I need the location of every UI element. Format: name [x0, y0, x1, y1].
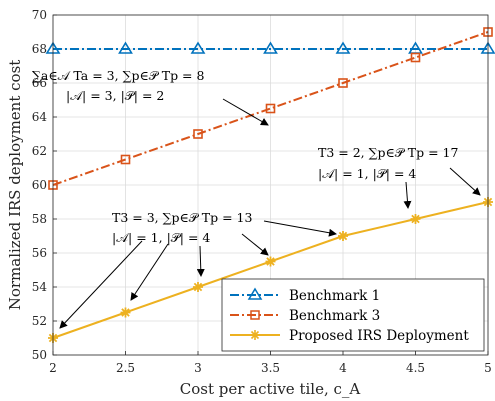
y-tick-label: 52	[32, 314, 47, 328]
legend-square-marker	[250, 310, 260, 320]
annotation-3-arrow-1	[403, 181, 412, 209]
legend: Benchmark 1 Benchmark 3 Proposed IRS Dep…	[221, 278, 485, 352]
data-point-triangle	[335, 41, 351, 54]
annotation-2-arrow-3	[196, 245, 205, 277]
legend-item-benchmark-1: Benchmark 1	[230, 287, 380, 304]
data-point-square	[193, 129, 203, 139]
y-axis-label: Normalized IRS deployment cost	[6, 60, 24, 311]
annotation-2-arrow-2	[130, 243, 169, 301]
annotation-2-line-2: |𝒜| = 1, |𝒫| = 4	[112, 230, 210, 245]
data-point-triangle	[263, 41, 278, 54]
legend-item-benchmark-3: Benchmark 3	[230, 308, 380, 324]
annotations: ∑a∈𝒜 Ta = 3, ∑p∈𝒫 Tp = 8 |𝒜| = 3, |𝒫| = …	[32, 68, 481, 329]
x-axis-label: Cost per active tile, c_A	[180, 380, 361, 398]
legend-item-proposed: Proposed IRS Deployment	[230, 328, 469, 344]
annotation-1-line-1: ∑a∈𝒜 Ta = 3, ∑p∈𝒫 Tp = 8	[32, 68, 204, 83]
plot-frame	[52, 14, 489, 356]
x-tick-label: 4	[339, 361, 347, 375]
data-point-triangle	[190, 41, 206, 54]
y-tick-label: 70	[32, 8, 47, 22]
y-tick-label: 62	[32, 144, 47, 158]
data-point-asterisk	[120, 307, 131, 318]
x-tick-label: 2.5	[116, 361, 135, 375]
data-point-asterisk	[338, 231, 348, 241]
annotation-1-arrow	[222, 98, 269, 126]
legend-asterisk-marker	[250, 330, 260, 340]
x-tick-label: 3.5	[261, 361, 280, 375]
y-tick-label: 64	[32, 110, 48, 124]
annotation-3-line-2: |𝒜| = 1, |𝒫| = 4	[318, 166, 416, 181]
legend-triangle-marker	[247, 287, 263, 300]
data-point-square	[265, 103, 276, 114]
annotation-2-arrow-5	[263, 220, 337, 237]
y-tick-label: 58	[32, 212, 47, 226]
annotation-2-arrow-1	[59, 240, 143, 329]
data-point-square	[338, 78, 348, 88]
annotation-1-line-2: |𝒜| = 3, |𝒫| = 2	[66, 88, 164, 103]
y-ticks: 50 52 54 56 58 60 62 64 66 68 70	[32, 8, 57, 362]
y-tick-label: 56	[32, 246, 47, 260]
x-tick-label: 3	[194, 361, 202, 375]
y-tick-label: 54	[32, 280, 48, 294]
x-tick-label: 4.5	[406, 361, 425, 375]
x-tick-label: 2	[49, 361, 57, 375]
annotation-3-arrow-2	[449, 167, 481, 196]
annotation-2-line-1: T3 = 3, ∑p∈𝒫 Tp = 13	[112, 210, 252, 225]
data-point-asterisk	[265, 256, 276, 267]
x-ticks: 2 2.5 3 3.5 4 4.5 5	[49, 351, 492, 375]
annotation-3-line-1: T3 = 2, ∑p∈𝒫 Tp = 17	[318, 145, 458, 160]
annotation-2-arrow-4	[241, 233, 269, 256]
x-tick-label: 5	[484, 361, 492, 375]
data-point-triangle	[118, 41, 133, 54]
y-tick-label: 60	[32, 178, 47, 192]
data-point-square	[120, 154, 131, 165]
data-point-asterisk	[193, 282, 203, 292]
y-tick-label: 50	[32, 348, 47, 362]
series-line	[52, 31, 489, 186]
data-point-square	[410, 52, 421, 63]
legend-label: Benchmark 1	[289, 288, 380, 304]
legend-label: Proposed IRS Deployment	[289, 328, 469, 344]
y-tick-label: 66	[32, 76, 47, 90]
data-point-asterisk	[410, 214, 421, 224]
y-tick-label: 68	[32, 42, 47, 56]
legend-label: Benchmark 3	[289, 308, 380, 324]
